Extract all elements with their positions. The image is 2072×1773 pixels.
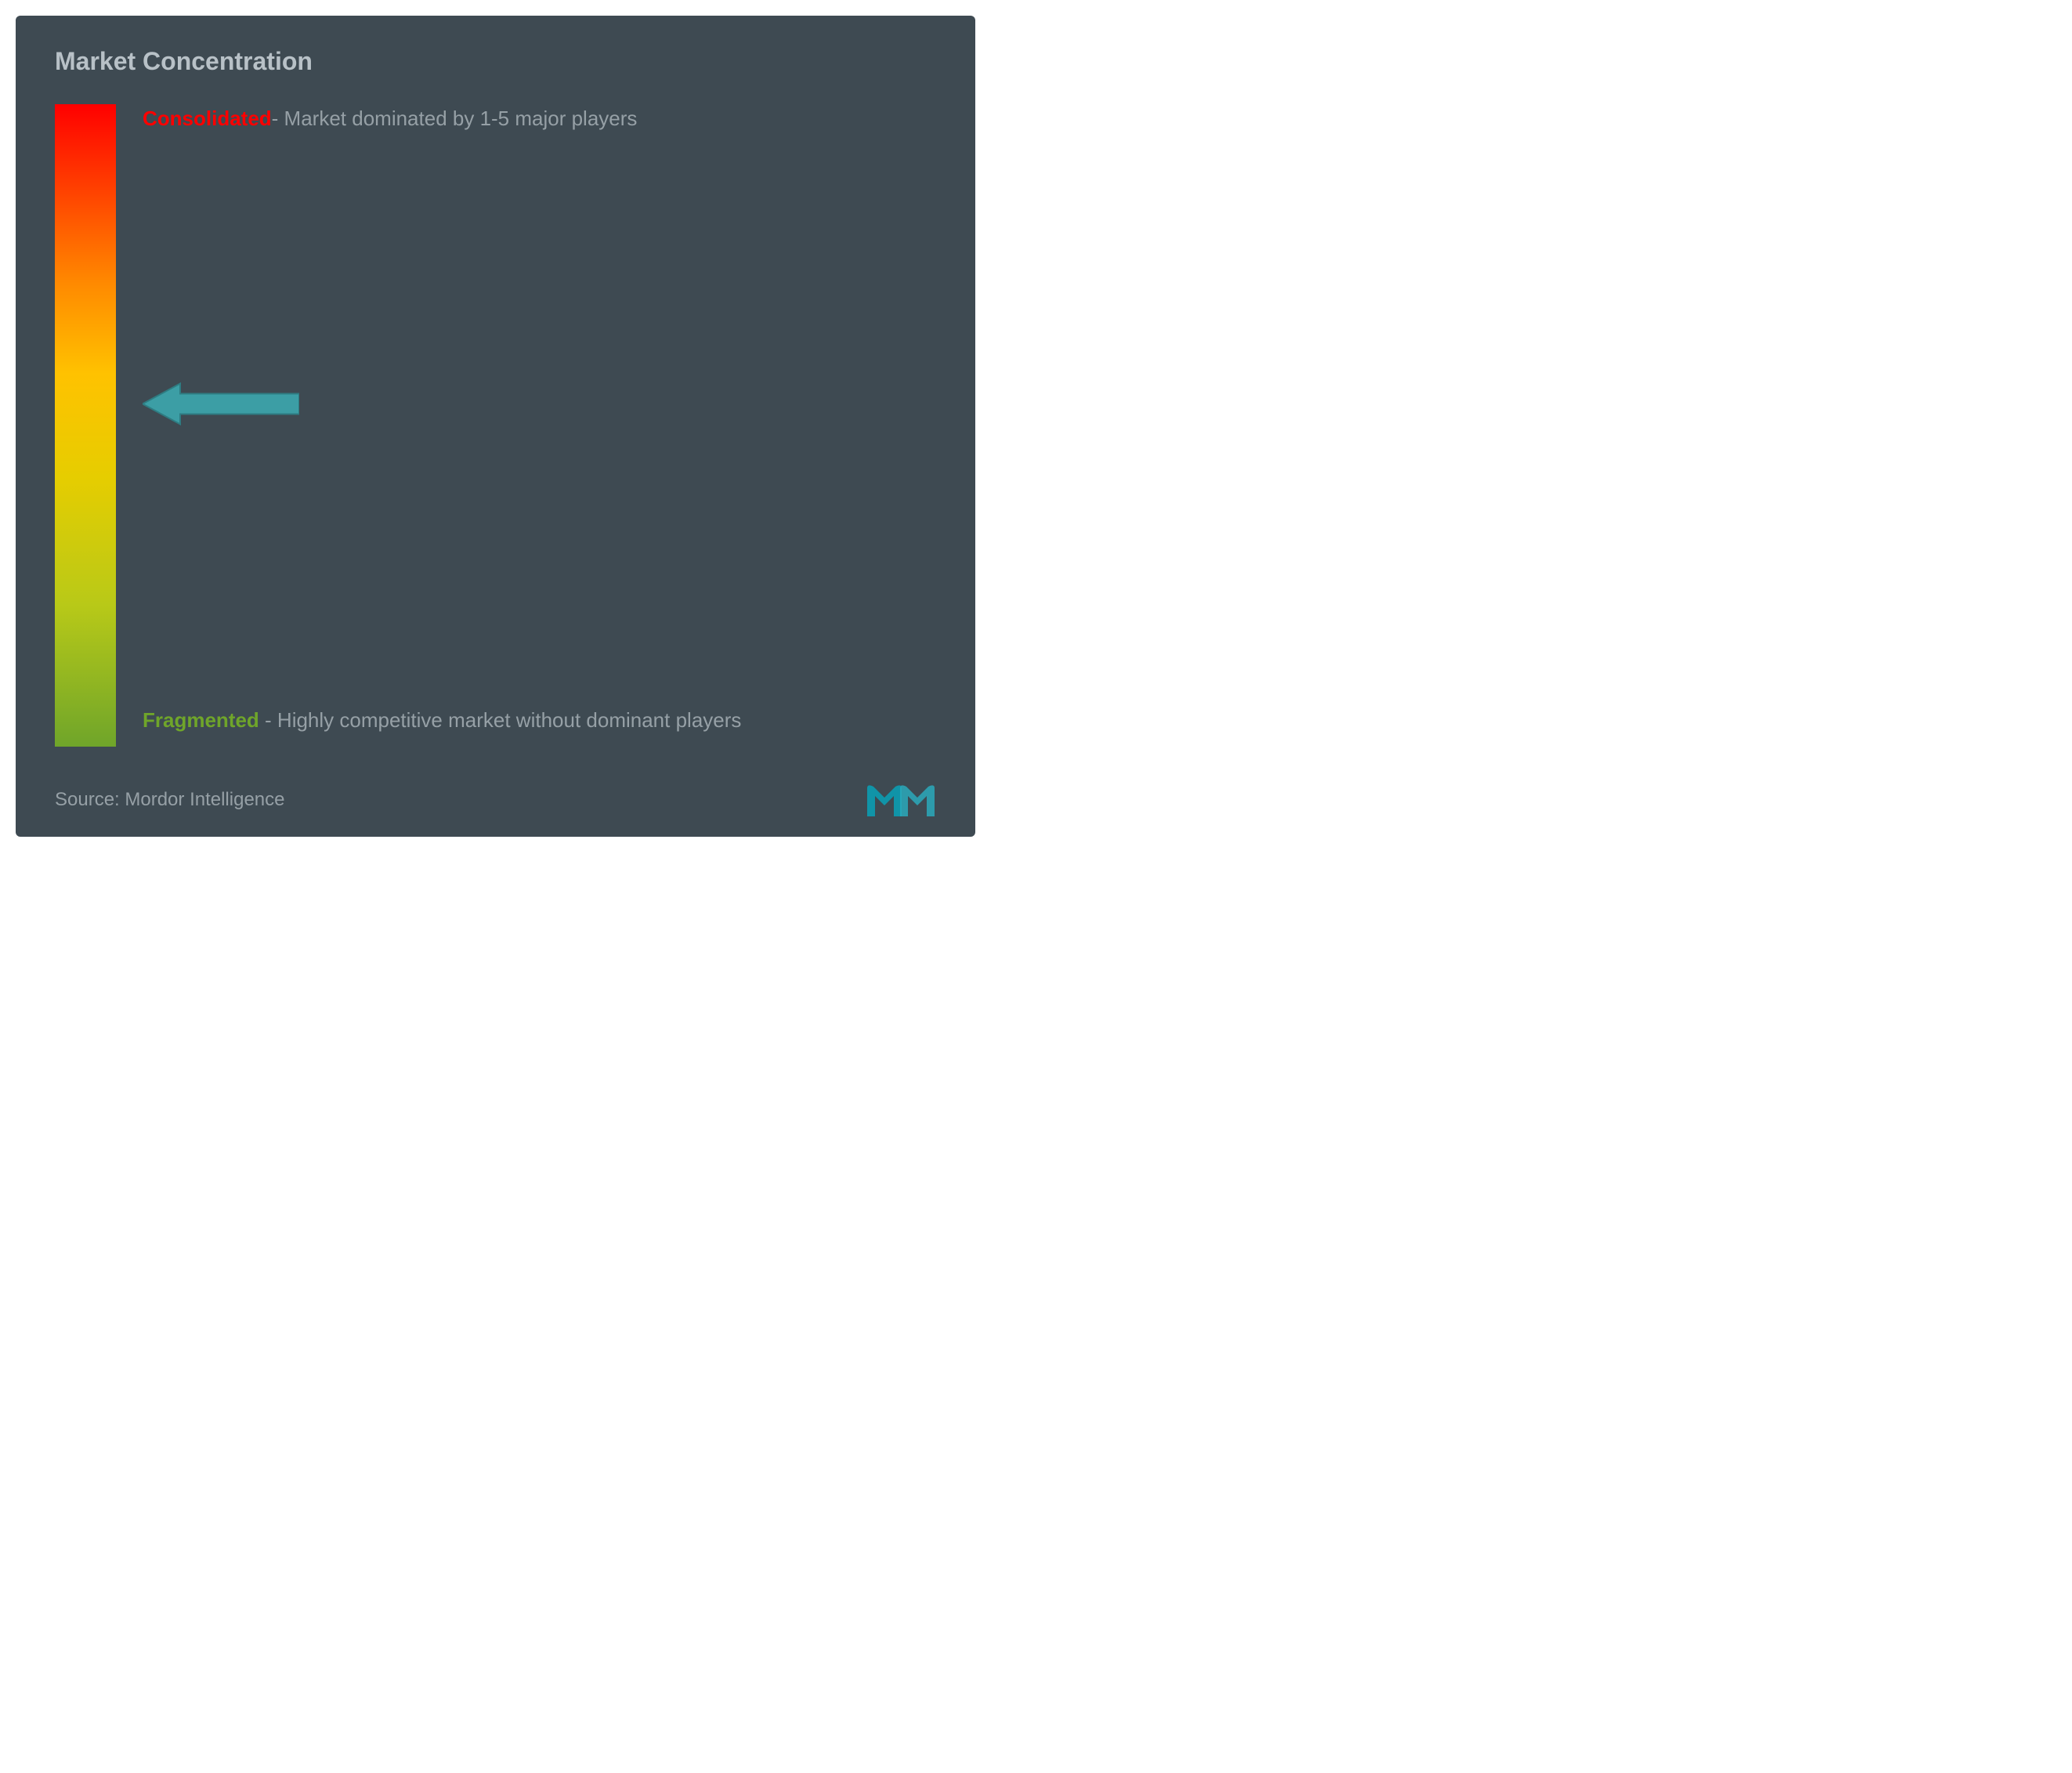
fragmented-description: - Highly competitive market without domi… <box>259 708 742 732</box>
consolidated-description: - Market dominated by 1-5 major players <box>272 107 638 130</box>
logo-icon <box>864 780 936 820</box>
position-arrow <box>143 382 299 430</box>
labels-column: Consolidated- Market dominated by 1-5 ma… <box>116 104 936 747</box>
card-footer: Source: Mordor Intelligence <box>55 780 936 820</box>
fragmented-keyword: Fragmented <box>143 708 259 732</box>
source-text: Source: Mordor Intelligence <box>55 789 284 811</box>
content-row: Consolidated- Market dominated by 1-5 ma… <box>55 104 936 747</box>
arrow-icon <box>143 382 299 426</box>
fragmented-label: Fragmented - Highly competitive market w… <box>143 704 920 737</box>
consolidated-label: Consolidated- Market dominated by 1-5 ma… <box>143 104 920 132</box>
market-concentration-card: Market Concentration Consolidated- Marke… <box>16 16 975 837</box>
concentration-gradient-bar <box>55 104 116 747</box>
consolidated-keyword: Consolidated <box>143 107 272 130</box>
card-title: Market Concentration <box>55 47 936 76</box>
mordor-logo <box>864 780 936 820</box>
